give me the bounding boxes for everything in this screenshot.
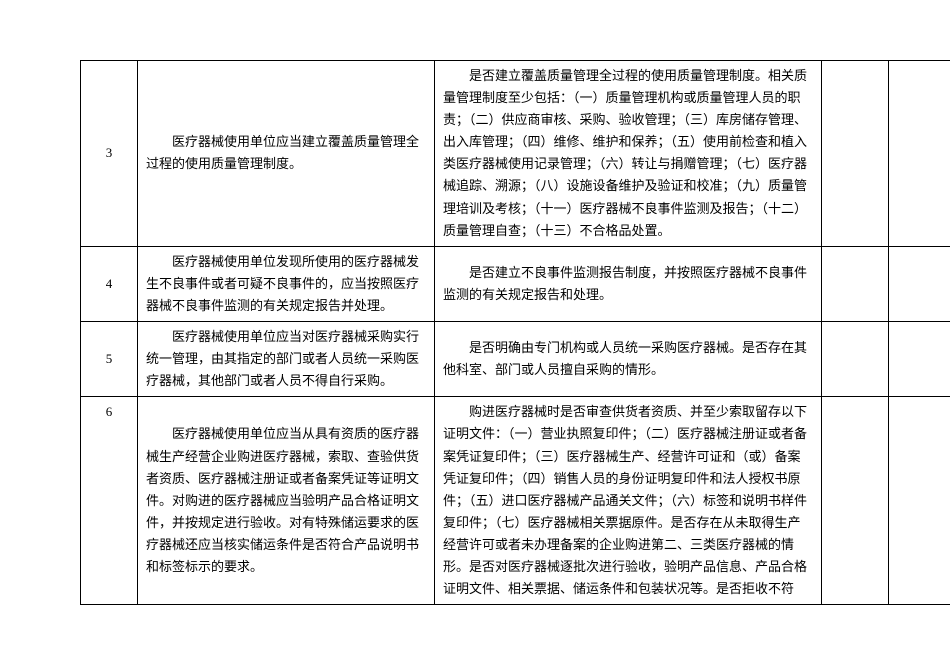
row-number: 3 [81, 61, 138, 247]
blank-cell [889, 397, 950, 605]
table-row: 5 医疗器械使用单位应当对医疗器械采购实行统一管理，由其指定的部门或者人员统一采… [81, 322, 950, 397]
blank-cell [822, 397, 889, 605]
requirement-cell: 医疗器械使用单位应当从具有资质的医疗器械生产经营企业购进医疗器械，索取、查验供货… [138, 397, 435, 605]
table-row: 6 医疗器械使用单位应当从具有资质的医疗器械生产经营企业购进医疗器械，索取、查验… [81, 397, 950, 605]
blank-cell [822, 322, 889, 397]
table-row: 3 医疗器械使用单位应当建立覆盖质量管理全过程的使用质量管理制度。 是否建立覆盖… [81, 61, 950, 247]
row-number: 6 [81, 397, 138, 605]
requirement-cell: 医疗器械使用单位发现所使用的医疗器械发生不良事件或者可疑不良事件的，应当按照医疗… [138, 246, 435, 321]
blank-cell [889, 246, 950, 321]
check-cell: 购进医疗器械时是否审查供货者资质、并至少索取留存以下证明文件：（一）营业执照复印… [435, 397, 822, 605]
blank-cell [889, 322, 950, 397]
blank-cell [889, 61, 950, 247]
row-number: 4 [81, 246, 138, 321]
table-row: 4 医疗器械使用单位发现所使用的医疗器械发生不良事件或者可疑不良事件的，应当按照… [81, 246, 950, 321]
check-cell: 是否建立覆盖质量管理全过程的使用质量管理制度。相关质量管理制度至少包括：（一）质… [435, 61, 822, 247]
requirement-cell: 医疗器械使用单位应当建立覆盖质量管理全过程的使用质量管理制度。 [138, 61, 435, 247]
check-cell: 是否明确由专门机构或人员统一采购医疗器械。是否存在其他科室、部门或人员擅自采购的… [435, 322, 822, 397]
inspection-table: 3 医疗器械使用单位应当建立覆盖质量管理全过程的使用质量管理制度。 是否建立覆盖… [80, 60, 950, 605]
blank-cell [822, 246, 889, 321]
requirement-cell: 医疗器械使用单位应当对医疗器械采购实行统一管理，由其指定的部门或者人员统一采购医… [138, 322, 435, 397]
row-number: 5 [81, 322, 138, 397]
blank-cell [822, 61, 889, 247]
check-cell: 是否建立不良事件监测报告制度，并按照医疗器械不良事件监测的有关规定报告和处理。 [435, 246, 822, 321]
